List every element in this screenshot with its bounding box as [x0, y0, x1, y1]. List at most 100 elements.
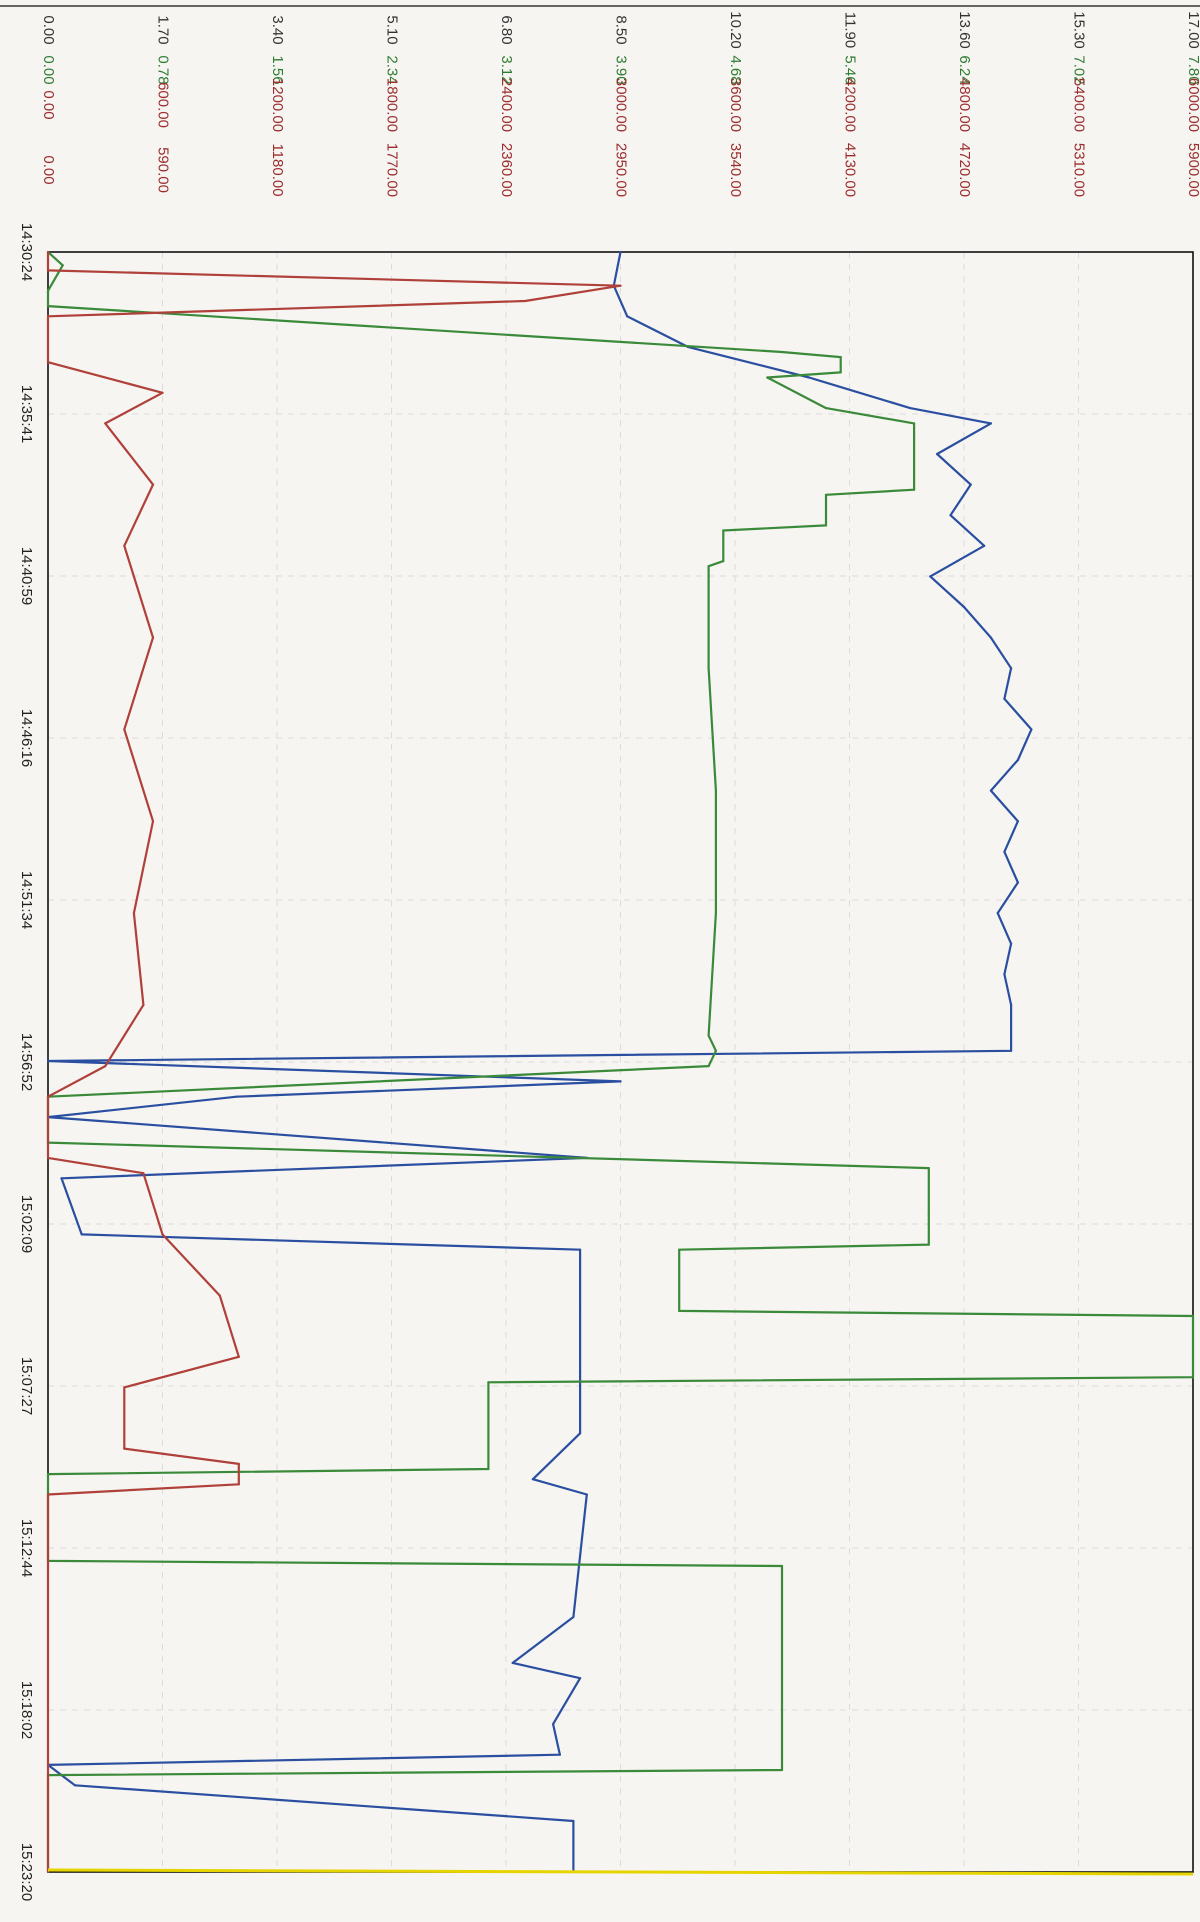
- x-tick-label: 15:07:27: [18, 1357, 35, 1415]
- series-point: [1016, 820, 1019, 823]
- series-point: [578, 1677, 582, 1680]
- series-point: [578, 1371, 582, 1374]
- y-tick-label: 3.12: [498, 55, 515, 84]
- series-point: [1191, 1376, 1195, 1379]
- series-point: [619, 1080, 622, 1083]
- series-point: [511, 1661, 514, 1664]
- y-tick-label: 1180.00: [269, 143, 286, 196]
- y-tick-label: 4200.00: [842, 78, 859, 132]
- y-tick-label: 5.46: [842, 55, 859, 84]
- series-point: [722, 529, 725, 532]
- series-line: [46, 251, 1033, 1872]
- series-point: [46, 250, 50, 254]
- y-tick-label: 1200.00: [269, 78, 286, 132]
- y-tick-label: 0.78: [155, 55, 172, 84]
- y-tick-label: 1.70: [155, 15, 172, 44]
- y-tick-label: 0.00: [40, 15, 57, 44]
- series-point: [151, 636, 155, 639]
- series-point: [714, 789, 718, 792]
- series-point: [935, 452, 939, 456]
- series-point: [578, 1248, 582, 1251]
- series-point: [585, 1493, 588, 1496]
- series-point: [1010, 942, 1013, 945]
- y-tick-label: 3.40: [269, 15, 286, 44]
- y-tick-label: 0.00: [40, 55, 57, 84]
- series-point: [572, 1819, 575, 1823]
- series-point: [46, 1493, 50, 1496]
- series-point: [909, 406, 912, 410]
- grid: [48, 252, 1193, 1872]
- baseline-line: [47, 1868, 1194, 1876]
- series-point: [235, 1095, 238, 1098]
- series-point: [572, 1615, 575, 1619]
- y-tick-label: 7.80: [1185, 55, 1200, 84]
- series-point: [46, 1059, 50, 1063]
- series-point: [707, 667, 710, 670]
- series-point: [839, 355, 842, 359]
- x-tick-label: 15:23:20: [18, 1843, 35, 1901]
- series-point: [839, 371, 842, 374]
- series-point: [1003, 973, 1006, 976]
- series-point: [962, 605, 966, 609]
- y-tick-label: 6.80: [498, 15, 515, 44]
- series-point: [104, 1064, 107, 1068]
- y-tick-label: 600.00: [155, 82, 172, 128]
- series-point: [927, 1223, 930, 1226]
- series-point: [123, 544, 126, 547]
- series-point: [912, 437, 916, 440]
- series-point: [46, 361, 50, 364]
- series-point: [927, 1212, 930, 1216]
- series-point: [780, 1564, 784, 1568]
- series-point: [949, 514, 952, 517]
- x-tick-label: 14:51:34: [18, 871, 35, 929]
- x-tick-label: 15:18:02: [18, 1681, 35, 1739]
- series-point: [1016, 758, 1019, 762]
- y-tick-label: 13.60: [956, 11, 973, 49]
- y-tick-label: 2950.00: [613, 143, 630, 197]
- series-point: [927, 1243, 930, 1246]
- series-point: [1010, 667, 1013, 670]
- y-tick-label: 3540.00: [727, 143, 744, 197]
- x-axis-ticks: 14:30:24 14:35:41 14:40:59 14:46:16 14:51:34…: [18, 223, 35, 1901]
- series-point: [237, 1355, 240, 1358]
- series-point: [523, 299, 527, 303]
- series-point: [824, 493, 828, 496]
- series-point: [996, 911, 999, 915]
- y-tick-label: 0.00: [40, 90, 57, 119]
- series-point: [578, 1432, 582, 1435]
- series-point: [780, 1768, 784, 1772]
- series-point: [1030, 728, 1033, 731]
- series-point: [766, 376, 769, 379]
- series-point: [161, 391, 164, 394]
- series-point: [714, 1049, 718, 1052]
- y-tick-label: 4800.00: [956, 78, 973, 132]
- y-tick-label: 7.02: [1071, 55, 1088, 84]
- y-tick-label: 1.56: [269, 55, 286, 84]
- series-point: [912, 488, 916, 491]
- x-tick-label: 15:02:09: [18, 1195, 35, 1253]
- series-point: [46, 1156, 50, 1159]
- x-tick-label: 14:35:41: [18, 385, 35, 443]
- series-point: [487, 1467, 490, 1471]
- y-tick-label: 6.24: [956, 55, 973, 84]
- series-point: [46, 1473, 50, 1476]
- y-tick-label: 4720.00: [956, 143, 973, 197]
- series-point: [161, 1233, 164, 1236]
- series-point: [123, 1447, 126, 1450]
- y-tick-label: 15.30: [1071, 11, 1088, 49]
- y-tick-label: 6000.00: [1185, 78, 1200, 132]
- series-point: [989, 636, 993, 639]
- series-point: [142, 1172, 145, 1175]
- y-tick-label: 5400.00: [1071, 78, 1088, 132]
- y-tick-label: 0.00: [40, 155, 57, 184]
- series-point: [46, 1095, 50, 1098]
- series-point: [912, 422, 916, 425]
- series-point: [969, 483, 972, 486]
- y-tick-label: 11.90: [842, 12, 859, 48]
- series-point: [1003, 697, 1006, 700]
- series-point: [558, 1753, 561, 1756]
- series-point: [722, 560, 725, 563]
- x-tick-label: 14:40:59: [18, 547, 35, 605]
- series-point: [619, 284, 622, 287]
